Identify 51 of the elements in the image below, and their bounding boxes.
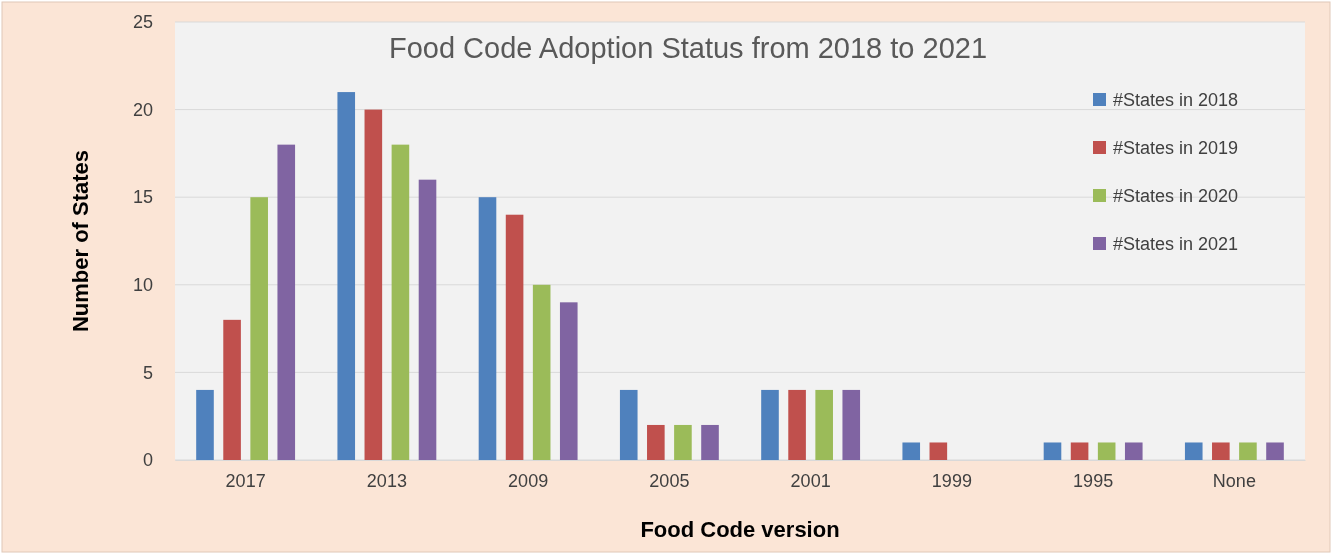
- y-tick-label: 5: [142, 362, 153, 383]
- bar: [701, 424, 719, 460]
- y-tick-label: 10: [132, 275, 153, 296]
- bar: [1070, 442, 1089, 460]
- bar: [1043, 442, 1062, 460]
- bar: [788, 389, 806, 460]
- bar: [1184, 442, 1203, 460]
- bar: [1266, 442, 1284, 460]
- bar: [277, 144, 296, 460]
- bar: [1097, 442, 1116, 460]
- bar: [1124, 442, 1143, 460]
- bar: [505, 214, 524, 460]
- legend-label: #States in 2020: [1113, 186, 1239, 206]
- y-tick-label: 25: [132, 12, 153, 33]
- x-tick-label: 2009: [508, 470, 549, 491]
- bar: [815, 389, 833, 460]
- bar: [1239, 442, 1257, 460]
- y-tick-label: 15: [132, 187, 153, 208]
- bar: [418, 179, 437, 460]
- bar: [559, 302, 578, 460]
- x-tick-label: 2017: [225, 470, 266, 491]
- y-tick-label: 20: [132, 99, 153, 120]
- x-axis-title: Food Code version: [640, 517, 840, 542]
- legend-label: #States in 2021: [1113, 234, 1239, 254]
- bar: [250, 197, 268, 460]
- bar: [196, 389, 214, 460]
- y-tick-label: 0: [142, 450, 153, 471]
- legend-label: #States in 2019: [1113, 138, 1239, 158]
- x-tick-label: 2005: [649, 470, 690, 491]
- bar: [674, 424, 692, 460]
- bar: [364, 109, 383, 460]
- x-tick-label: 1995: [1073, 470, 1114, 491]
- bar: [647, 424, 665, 460]
- chart-title: Food Code Adoption Status from 2018 to 2021: [388, 32, 988, 64]
- bar: [619, 389, 638, 460]
- x-tick-label: None: [1212, 470, 1256, 491]
- bar: [391, 144, 410, 460]
- bar: [223, 319, 241, 460]
- bar: [842, 389, 861, 460]
- bar: [761, 389, 779, 460]
- x-tick-label: 2001: [790, 470, 831, 491]
- bar: [337, 92, 356, 460]
- bar: [902, 442, 921, 460]
- bar: [478, 197, 497, 460]
- legend-label: #States in 2018: [1113, 90, 1239, 110]
- x-tick-label: 2013: [366, 470, 407, 491]
- y-axis-title: Number of States: [68, 149, 93, 333]
- bar: [929, 442, 948, 460]
- bar: [1212, 442, 1230, 460]
- bar: [532, 284, 551, 460]
- x-tick-label: 1999: [931, 470, 972, 491]
